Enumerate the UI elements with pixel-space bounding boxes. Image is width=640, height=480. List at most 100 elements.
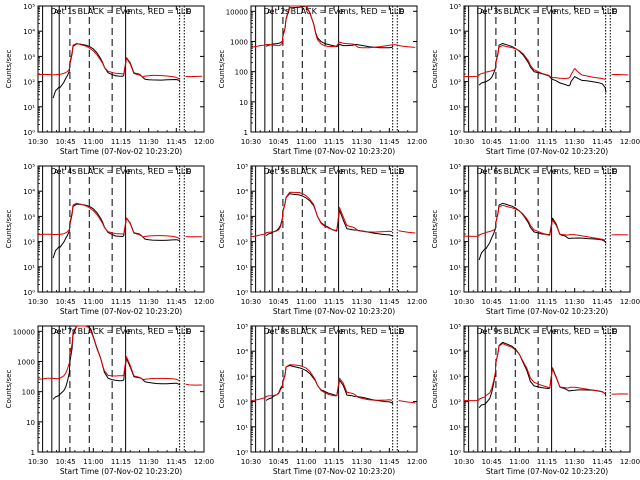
y-tick-label: 10² [236,239,248,247]
y-tick-label: 10¹ [23,264,35,272]
marker-label: E [186,8,190,16]
marker-label: E [399,168,403,176]
y-tick-label: 10⁰ [449,449,461,457]
x-tick-label: 11:00 [296,458,316,466]
x-axis-label: Start Time (07-Nov-02 10:23:20) [273,307,395,316]
x-tick-label: 11:15 [537,298,557,306]
y-tick-label: 10⁴ [449,188,461,196]
x-tick-label: 11:15 [111,458,131,466]
panel-det-4: Det 4: BLACK = Events, RED = LLD 10⁰ 10¹ 10… [5,163,214,316]
x-tick-label: 11:00 [83,298,103,306]
panel-det-7: Det 7: BLACK = Events, RED = LLD 1 10 100 10… [5,325,214,476]
y-tick-label: 1 [244,129,248,137]
x-tick-label: 10:45 [56,298,76,306]
panel-title: Det 9: BLACK = Events, RED = LLD [477,327,618,336]
panel-title: Det 5: BLACK = Events, RED = LLD [264,167,405,176]
y-tick-label: 10² [23,79,35,87]
marker-label: F [554,8,558,16]
y-tick-label: 10⁵ [236,323,248,331]
x-axis-label: Start Time (07-Nov-02 10:23:20) [273,467,395,476]
plot-frame [37,325,205,453]
y-tick-label: 10⁰ [449,289,461,297]
plot-frame [463,165,631,293]
y-tick-label: 10⁰ [449,129,461,137]
panel-det-5: Det 5: BLACK = Events, RED = LLD 10⁰ 10¹ 10… [218,163,427,316]
marker-label: S [72,168,77,176]
x-tick-label: 10:45 [482,458,502,466]
x-tick-label: 10:30 [454,458,474,466]
x-tick-label: 12:00 [620,298,640,306]
y-tick-label: 1 [31,449,35,457]
marker-label: A [480,8,485,16]
x-axis-label: Start Time (07-Nov-02 10:23:20) [60,147,182,156]
y-tick-label: 10³ [449,213,461,221]
marker-label: F [128,8,132,16]
y-tick-label: 10⁵ [449,163,461,171]
marker-label: S [72,8,77,16]
x-tick-label: 11:15 [111,298,131,306]
x-tick-label: 11:00 [296,298,316,306]
marker-label: S [285,328,290,336]
y-tick-label: 10³ [236,213,248,221]
marker-label: F [554,168,558,176]
y-axis-label: Counts/sec [218,50,226,89]
series-line-lld [37,325,203,386]
panel-det-1: Det 1: BLACK = Events, RED = LLD 10⁰ 10¹ 10… [5,3,214,156]
y-tick-label: 10⁵ [449,3,461,11]
x-axis-label: Start Time (07-Nov-02 10:23:20) [486,467,608,476]
marker-label: S [498,8,503,16]
x-tick-label: 10:45 [269,298,289,306]
x-tick-label: 11:45 [166,138,186,146]
series-line-lld [37,202,203,239]
x-tick-label: 12:00 [407,138,427,146]
marker-label: E [399,328,403,336]
panel-title: Det 8: BLACK = Events, RED = LLD [264,327,405,336]
y-axis-label: Counts/sec [431,50,439,89]
marker-label: S [285,168,290,176]
marker-label: E [186,328,190,336]
x-tick-label: 11:15 [111,138,131,146]
y-tick-label: 1000 [230,38,248,46]
marker-label: A [267,8,272,16]
plot-frame [37,165,205,293]
x-tick-label: 11:15 [324,298,344,306]
x-tick-label: 10:45 [269,138,289,146]
series-line-lld [463,204,629,241]
y-tick-label: 10⁰ [236,289,248,297]
y-tick-label: 10000 [226,8,248,16]
y-tick-label: 10⁰ [23,129,35,137]
marker-label: F [554,328,558,336]
x-tick-label: 11:00 [83,138,103,146]
marker-label: A [267,328,272,336]
x-tick-label: 10:45 [482,298,502,306]
marker-label: A [267,168,272,176]
x-tick-label: 12:00 [407,298,427,306]
marker-label: F [341,168,345,176]
y-tick-label: 10¹ [449,424,461,432]
y-tick-label: 10⁴ [449,28,461,36]
x-tick-label: 11:15 [324,138,344,146]
x-tick-label: 10:30 [28,138,48,146]
y-tick-label: 10⁴ [236,188,248,196]
marker-label: A [54,8,59,16]
plot-frame [250,5,418,133]
marker-label: F [341,328,345,336]
x-tick-label: 12:00 [407,458,427,466]
series-line-lld [37,42,203,80]
y-tick-label: 10¹ [449,104,461,112]
x-tick-label: 10:45 [56,458,76,466]
marker-label: A [480,328,485,336]
x-tick-label: 12:00 [620,458,640,466]
marker-label: A [480,168,485,176]
marker-label: E [612,328,616,336]
x-tick-label: 11:15 [537,138,557,146]
marker-label: F [128,168,132,176]
y-tick-label: 10⁴ [23,28,35,36]
plot-frame [463,5,631,133]
y-axis-label: Counts/sec [218,210,226,249]
x-tick-label: 11:45 [592,458,612,466]
y-tick-label: 10⁵ [236,163,248,171]
y-tick-label: 10² [449,399,461,407]
y-axis-label: Counts/sec [431,370,439,409]
